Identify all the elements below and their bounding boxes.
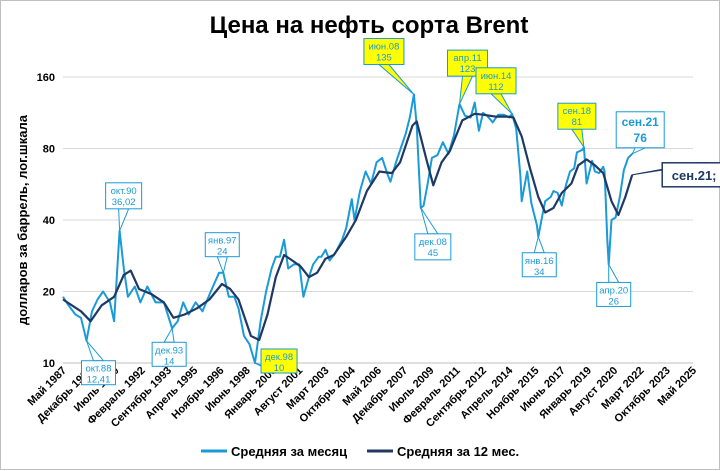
y-axis-label: долларов за баррель, лог.шкала bbox=[15, 114, 30, 325]
series-line-monthly bbox=[62, 93, 633, 364]
callout-box bbox=[151, 341, 187, 367]
callout-pointer bbox=[533, 235, 545, 254]
callout-pointer bbox=[377, 64, 415, 95]
callout-value: 76 bbox=[634, 131, 648, 145]
callout-label: апр.11 bbox=[453, 53, 481, 64]
callout-pointer bbox=[489, 93, 513, 115]
callout-box bbox=[521, 252, 557, 278]
y-tick-label: 10 bbox=[43, 358, 55, 370]
callout-box bbox=[105, 182, 143, 210]
callout-label: дек.98 bbox=[265, 352, 293, 363]
callout-value: 45 bbox=[428, 248, 439, 259]
y-tick-label: 160 bbox=[37, 72, 55, 84]
callout-box bbox=[260, 348, 298, 374]
callout-value: 10 bbox=[274, 363, 285, 374]
callout-box bbox=[615, 111, 665, 149]
callout-pointer bbox=[216, 256, 228, 275]
callout-label: сен.21 bbox=[622, 115, 660, 129]
callout-label: дек.08 bbox=[419, 237, 447, 248]
annotation-callout: сен.21 76 bbox=[615, 111, 665, 155]
callout-value: 36,02 bbox=[112, 197, 136, 208]
callout-box bbox=[204, 232, 240, 258]
callout-box bbox=[596, 281, 632, 307]
callout-box bbox=[414, 233, 452, 261]
callout-value: 81 bbox=[572, 117, 583, 128]
series-line-12m bbox=[62, 112, 634, 342]
series-lines bbox=[62, 93, 634, 364]
callout-value: 14 bbox=[164, 356, 175, 367]
callout-box bbox=[475, 67, 517, 95]
callout-box bbox=[363, 38, 405, 66]
callout-box bbox=[557, 102, 597, 130]
callout-value: 112 bbox=[488, 82, 503, 93]
callout-value: 26 bbox=[608, 296, 619, 307]
callout-value: 34 bbox=[534, 267, 545, 278]
callout-pointer bbox=[459, 75, 474, 105]
callout-label: янв.97 bbox=[208, 236, 237, 247]
callout-pointer bbox=[608, 262, 620, 283]
annotation-callout: сен.21; 62 bbox=[632, 162, 720, 188]
callout-box bbox=[661, 162, 720, 188]
callout-label: дек.93 bbox=[155, 345, 183, 356]
callout-label: окт.88 bbox=[85, 364, 111, 375]
callout-label: апр.20 bbox=[599, 285, 628, 296]
legend: Средняя за месяц Средняя за 12 мес. bbox=[201, 444, 519, 459]
y-tick-label: 20 bbox=[43, 287, 55, 299]
callout-value: 123 bbox=[460, 64, 476, 75]
callout-label: июн.14 bbox=[481, 71, 512, 82]
callout-label: янв.16 bbox=[525, 256, 554, 267]
legend-label-monthly: Средняя за месяц bbox=[231, 444, 347, 459]
callout-value: 24 bbox=[217, 247, 228, 258]
callout-box bbox=[80, 360, 116, 386]
callout-pointer bbox=[86, 340, 105, 362]
callout-value: 12,41 bbox=[87, 375, 111, 386]
callout-label: окт.90 bbox=[111, 186, 137, 197]
y-tick-label: 80 bbox=[43, 144, 55, 156]
callout-pointer bbox=[163, 326, 175, 343]
callout-label: июн.08 bbox=[368, 42, 399, 53]
callout-value: 135 bbox=[376, 53, 392, 64]
chart-title: Цена на нефть сорта Brent bbox=[210, 12, 529, 39]
callout-label: сен.21; 62 bbox=[672, 168, 720, 183]
callout-pointer bbox=[570, 128, 585, 148]
callout-label: сен.18 bbox=[563, 106, 592, 117]
callout-pointer bbox=[420, 207, 439, 235]
grid-lines bbox=[63, 76, 693, 364]
y-tick-label: 40 bbox=[43, 215, 55, 227]
legend-label-12m: Средняя за 12 мес. bbox=[397, 444, 519, 459]
